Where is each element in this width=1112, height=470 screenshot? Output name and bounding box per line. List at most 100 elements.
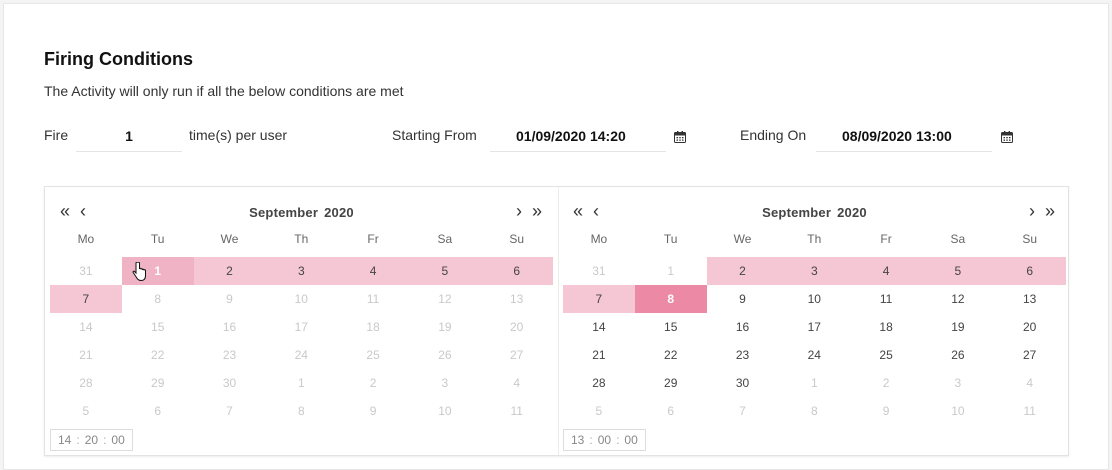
day-cell[interactable]: 19 <box>951 320 965 334</box>
day-cell[interactable]: 25 <box>879 348 893 362</box>
day-cell[interactable]: 29 <box>664 376 678 390</box>
day-cell[interactable]: 6 <box>154 404 162 418</box>
day-cell[interactable]: 8 <box>154 292 162 306</box>
prev-year-button[interactable]: « <box>573 201 584 221</box>
day-cell[interactable]: 9 <box>369 404 377 418</box>
day-cell[interactable]: 22 <box>151 348 165 362</box>
prev-month-button[interactable]: ‹ <box>593 201 599 221</box>
day-cell[interactable]: 12 <box>951 292 965 306</box>
day-cell[interactable]: 15 <box>664 320 678 334</box>
day-cell[interactable]: 28 <box>592 376 606 390</box>
next-month-button[interactable]: › <box>1029 201 1035 221</box>
day-cell[interactable]: 27 <box>510 348 524 362</box>
fire-count-input[interactable] <box>76 120 182 152</box>
day-cell[interactable]: 14 <box>592 320 606 334</box>
day-cell[interactable]: 3 <box>778 257 851 285</box>
day-cell[interactable]: 11 <box>510 404 523 418</box>
day-cell[interactable]: 10 <box>951 404 965 418</box>
day-cell[interactable]: 3 <box>954 376 962 390</box>
start-date-input[interactable] <box>490 120 666 152</box>
day-cell[interactable]: 23 <box>222 348 237 362</box>
day-cell[interactable]: 31 <box>79 264 93 278</box>
calendar-icon[interactable] <box>1001 131 1013 143</box>
next-year-button[interactable]: » <box>1045 201 1056 221</box>
day-cell[interactable]: 5 <box>82 404 90 418</box>
day-cell[interactable]: 1 <box>810 376 818 390</box>
day-cell[interactable]: 30 <box>222 376 237 390</box>
prev-month-button[interactable]: ‹ <box>80 201 86 221</box>
time-selector[interactable]: 14 : 20 : 00 <box>50 429 133 451</box>
next-year-button[interactable]: » <box>532 201 543 221</box>
day-cell[interactable]: 3 <box>265 257 338 285</box>
day-cell[interactable]: 25 <box>366 348 380 362</box>
day-cell[interactable]: 11 <box>1023 404 1036 418</box>
day-cell[interactable]: 9 <box>226 292 233 306</box>
day-cell[interactable]: 13 <box>510 292 524 306</box>
hour-value[interactable]: 13 <box>571 433 585 447</box>
day-cell[interactable]: 15 <box>151 320 165 334</box>
day-cell[interactable]: 10 <box>438 404 452 418</box>
day-cell[interactable]: 10 <box>807 292 821 306</box>
time-selector[interactable]: 13 : 00 : 00 <box>563 429 646 451</box>
day-cell-selected[interactable]: 8 <box>634 285 707 313</box>
day-cell[interactable]: 23 <box>735 348 750 362</box>
minute-value[interactable]: 00 <box>597 433 612 447</box>
day-cell[interactable]: 7 <box>563 285 635 313</box>
day-cell[interactable]: 11 <box>879 292 893 306</box>
end-date-input[interactable] <box>816 120 992 152</box>
second-value[interactable]: 00 <box>111 433 125 447</box>
day-cell[interactable]: 9 <box>882 404 890 418</box>
day-cell[interactable]: 31 <box>592 264 606 278</box>
day-cell[interactable]: 16 <box>222 320 237 334</box>
day-cell[interactable]: 24 <box>807 348 821 362</box>
day-cell[interactable]: 3 <box>441 376 449 390</box>
day-cell[interactable]: 8 <box>297 404 305 418</box>
day-cell[interactable]: 4 <box>513 376 521 390</box>
day-cell[interactable]: 14 <box>79 320 93 334</box>
second-value[interactable]: 00 <box>624 433 638 447</box>
month-title[interactable]: September 2020 <box>563 205 1066 220</box>
day-cell[interactable]: 12 <box>438 292 452 306</box>
day-cell[interactable]: 18 <box>366 320 380 334</box>
day-cell[interactable]: 16 <box>735 320 750 334</box>
day-cell[interactable]: 6 <box>480 257 553 285</box>
day-cell[interactable]: 4 <box>1026 376 1034 390</box>
next-month-button[interactable]: › <box>516 201 522 221</box>
day-cell[interactable]: 17 <box>807 320 821 334</box>
day-cell[interactable]: 20 <box>1023 320 1037 334</box>
day-cell[interactable]: 7 <box>739 404 746 418</box>
day-cell[interactable]: 4 <box>337 257 409 285</box>
day-cell[interactable]: 9 <box>739 292 746 306</box>
day-cell[interactable]: 6 <box>993 257 1066 285</box>
day-cell[interactable]: 21 <box>79 348 93 362</box>
day-cell[interactable]: 5 <box>595 404 603 418</box>
day-cell[interactable]: 2 <box>882 376 890 390</box>
day-cell[interactable]: 18 <box>879 320 893 334</box>
day-cell[interactable]: 11 <box>366 292 380 306</box>
day-cell[interactable]: 1 <box>667 264 675 278</box>
day-cell[interactable]: 24 <box>294 348 308 362</box>
day-cell[interactable]: 6 <box>667 404 675 418</box>
day-cell[interactable]: 29 <box>151 376 165 390</box>
day-cell[interactable]: 5 <box>921 257 994 285</box>
day-cell[interactable]: 26 <box>951 348 965 362</box>
month-title[interactable]: September 2020 <box>50 205 553 220</box>
day-cell[interactable]: 1 <box>297 376 305 390</box>
minute-value[interactable]: 20 <box>84 433 99 447</box>
day-cell[interactable]: 10 <box>294 292 308 306</box>
hour-value[interactable]: 14 <box>58 433 72 447</box>
prev-year-button[interactable]: « <box>60 201 71 221</box>
day-cell-start[interactable]: 1 <box>121 257 194 285</box>
day-cell[interactable]: 22 <box>664 348 678 362</box>
day-cell[interactable]: 4 <box>850 257 922 285</box>
day-cell[interactable]: 2 <box>706 257 779 285</box>
day-cell[interactable]: 26 <box>438 348 452 362</box>
day-cell[interactable]: 5 <box>408 257 481 285</box>
day-cell[interactable]: 28 <box>79 376 93 390</box>
day-cell[interactable]: 7 <box>50 285 122 313</box>
day-cell[interactable]: 8 <box>810 404 818 418</box>
day-cell[interactable]: 30 <box>735 376 750 390</box>
day-cell[interactable]: 2 <box>193 257 266 285</box>
day-cell[interactable]: 13 <box>1023 292 1037 306</box>
day-cell[interactable]: 2 <box>369 376 377 390</box>
